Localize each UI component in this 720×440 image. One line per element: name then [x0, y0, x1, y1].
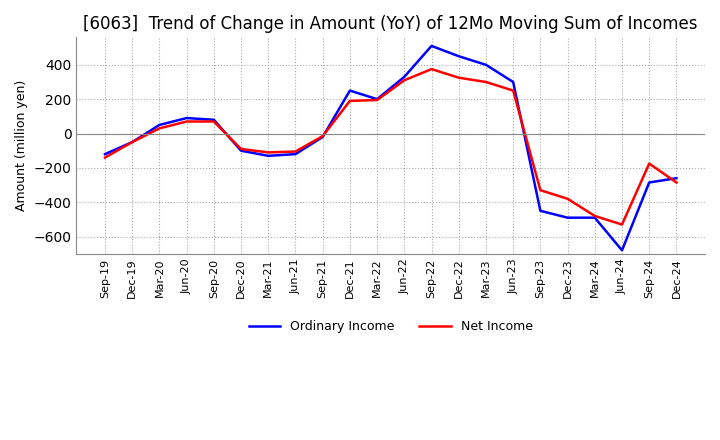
Line: Ordinary Income: Ordinary Income: [105, 46, 676, 250]
Ordinary Income: [563, 215, 572, 220]
Y-axis label: Amount (million yen): Amount (million yen): [15, 80, 28, 211]
Net Income: [318, 133, 327, 139]
Net Income: [482, 79, 490, 84]
Net Income: [264, 150, 273, 155]
Ordinary Income: [101, 151, 109, 157]
Net Income: [672, 180, 680, 185]
Ordinary Income: [618, 248, 626, 253]
Net Income: [155, 126, 163, 131]
Net Income: [291, 149, 300, 154]
Ordinary Income: [318, 134, 327, 139]
Ordinary Income: [264, 153, 273, 158]
Net Income: [536, 187, 545, 193]
Line: Net Income: Net Income: [105, 69, 676, 224]
Ordinary Income: [346, 88, 354, 93]
Ordinary Income: [482, 62, 490, 67]
Legend: Ordinary Income, Net Income: Ordinary Income, Net Income: [244, 315, 538, 338]
Ordinary Income: [427, 43, 436, 48]
Net Income: [182, 119, 191, 124]
Ordinary Income: [155, 122, 163, 128]
Net Income: [373, 97, 382, 103]
Ordinary Income: [509, 79, 518, 84]
Ordinary Income: [672, 176, 680, 181]
Ordinary Income: [400, 74, 409, 80]
Ordinary Income: [182, 115, 191, 121]
Net Income: [237, 147, 246, 152]
Net Income: [509, 88, 518, 93]
Net Income: [346, 98, 354, 103]
Ordinary Income: [373, 96, 382, 102]
Title: [6063]  Trend of Change in Amount (YoY) of 12Mo Moving Sum of Incomes: [6063] Trend of Change in Amount (YoY) o…: [84, 15, 698, 33]
Ordinary Income: [128, 139, 137, 145]
Ordinary Income: [645, 180, 654, 185]
Net Income: [427, 66, 436, 72]
Net Income: [645, 161, 654, 166]
Ordinary Income: [590, 215, 599, 220]
Ordinary Income: [237, 148, 246, 153]
Ordinary Income: [536, 208, 545, 213]
Net Income: [101, 155, 109, 160]
Net Income: [210, 119, 218, 124]
Net Income: [590, 213, 599, 219]
Net Income: [454, 75, 463, 81]
Ordinary Income: [291, 151, 300, 157]
Ordinary Income: [210, 117, 218, 122]
Ordinary Income: [454, 54, 463, 59]
Net Income: [563, 196, 572, 202]
Net Income: [128, 139, 137, 145]
Net Income: [618, 222, 626, 227]
Net Income: [400, 77, 409, 83]
